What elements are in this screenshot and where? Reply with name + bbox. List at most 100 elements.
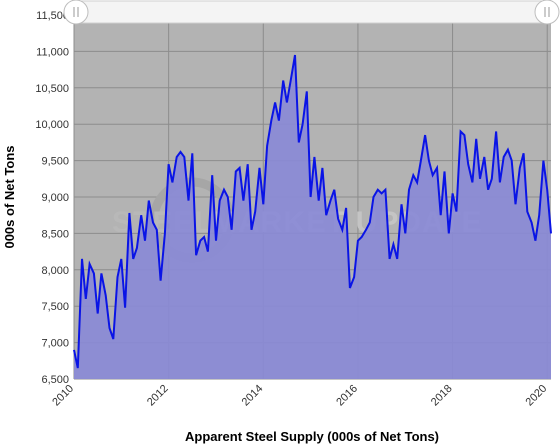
data-point: [152, 222, 154, 224]
range-handle-right[interactable]: [534, 0, 560, 25]
data-point: [136, 247, 138, 249]
data-point: [120, 258, 122, 260]
data-point: [171, 181, 173, 183]
data-point: [361, 236, 363, 238]
data-point: [495, 131, 497, 133]
data-point: [251, 229, 253, 231]
data-point: [100, 272, 102, 274]
data-point: [211, 174, 213, 176]
data-point: [81, 258, 83, 260]
data-point: [507, 149, 509, 151]
series-area: [74, 55, 551, 379]
data-point: [424, 134, 426, 136]
x-tick-label: 2014: [240, 383, 266, 409]
data-point: [242, 200, 244, 202]
data-point: [377, 189, 379, 191]
data-point: [294, 54, 296, 56]
data-point: [259, 167, 261, 169]
data-point: [369, 222, 371, 224]
data-point: [373, 196, 375, 198]
data-point: [503, 156, 505, 158]
y-tick-label: 6,500: [41, 374, 69, 386]
range-scrollbar[interactable]: [63, 0, 560, 25]
data-point: [467, 163, 469, 165]
data-point: [235, 171, 237, 173]
data-point: [455, 211, 457, 213]
data-point: [432, 174, 434, 176]
y-tick-label: 10,000: [35, 119, 69, 131]
data-point: [223, 189, 225, 191]
y-tick-label: 11,000: [36, 46, 69, 58]
data-point: [475, 138, 477, 140]
data-point: [365, 229, 367, 231]
data-point: [215, 240, 217, 242]
data-point: [112, 338, 114, 340]
data-point: [274, 101, 276, 103]
y-tick-label: 9,500: [41, 156, 69, 168]
data-point: [526, 211, 528, 213]
data-point: [239, 167, 241, 169]
data-point: [550, 232, 552, 234]
data-point: [389, 258, 391, 260]
data-point: [428, 160, 430, 162]
x-tick-labels: 2010 2012 2014 2016 2018 2020: [50, 383, 549, 409]
x-tick-label: 2012: [145, 383, 171, 409]
data-point: [499, 181, 501, 183]
data-point: [408, 189, 410, 191]
data-point: [444, 171, 446, 173]
data-point: [460, 131, 462, 133]
data-point: [247, 163, 249, 165]
data-point: [491, 178, 493, 180]
data-point: [381, 192, 383, 194]
data-point: [140, 214, 142, 216]
range-scrollbar-track[interactable]: [75, 0, 548, 24]
data-point: [109, 327, 111, 329]
data-point: [278, 120, 280, 122]
x-axis-label: Apparent Steel Supply (000s of Net Tons): [185, 429, 439, 444]
data-point: [183, 156, 185, 158]
x-tick-label: 2016: [334, 383, 360, 409]
data-point: [534, 240, 536, 242]
data-point: [231, 229, 233, 231]
data-point: [333, 189, 335, 191]
data-point: [448, 232, 450, 234]
data-point: [148, 200, 150, 202]
data-point: [144, 240, 146, 242]
watermark-text-steel: STEEL: [112, 206, 214, 239]
data-point: [191, 152, 193, 154]
x-tick-label: 2020: [524, 383, 550, 409]
data-point: [542, 160, 544, 162]
data-point: [401, 203, 403, 205]
y-tick-label: 8,000: [41, 265, 69, 277]
data-point: [73, 349, 75, 351]
y-axis-label: 000s of Net Tons: [2, 145, 17, 248]
data-point: [440, 214, 442, 216]
data-point: [384, 189, 386, 191]
data-point: [254, 211, 256, 213]
data-point: [164, 232, 166, 234]
data-point: [89, 263, 91, 265]
x-tick-label: 2010: [50, 383, 76, 409]
data-point: [483, 156, 485, 158]
data-point: [357, 240, 359, 242]
data-point: [262, 203, 264, 205]
data-point: [282, 80, 284, 82]
data-point: [132, 258, 134, 260]
data-point: [286, 101, 288, 103]
data-point: [416, 181, 418, 183]
data-point: [77, 367, 79, 369]
data-point: [452, 192, 454, 194]
data-point: [199, 240, 201, 242]
data-point: [330, 200, 332, 202]
series-line: [73, 54, 552, 369]
data-point: [337, 218, 339, 220]
data-point: [325, 214, 327, 216]
data-point: [349, 287, 351, 289]
data-point: [85, 298, 87, 300]
data-point: [523, 152, 525, 154]
data-point: [420, 160, 422, 162]
data-point: [117, 276, 119, 278]
range-handle-left[interactable]: [63, 0, 89, 25]
data-point: [412, 174, 414, 176]
